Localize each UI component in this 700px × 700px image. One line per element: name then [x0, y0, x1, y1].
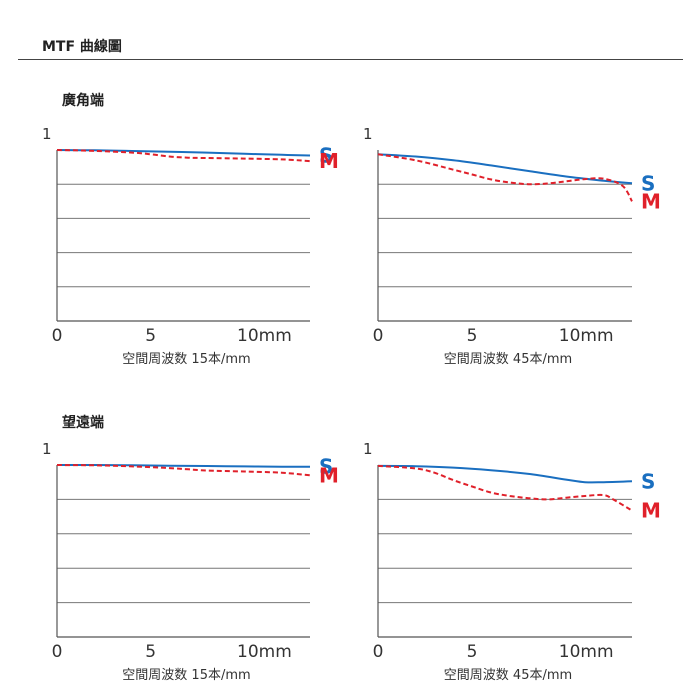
series-label-s: S — [319, 455, 333, 479]
series-line-m — [377, 464, 633, 512]
x-tick-label: 10mm — [559, 642, 614, 662]
x-tick-label: 0 — [373, 642, 384, 662]
series-label-m: M — [641, 189, 661, 213]
x-tick-label: 0 — [52, 326, 63, 346]
series-label-s: S — [641, 469, 655, 493]
x-axis-label: 空間周波数 15本/mm — [122, 352, 250, 367]
x-axis-label: 空間周波数 45本/mm — [444, 352, 572, 367]
series-line-m — [56, 464, 311, 477]
series-line-s — [56, 463, 311, 468]
series-line-s — [56, 149, 311, 157]
x-tick-label: 10mm — [237, 326, 292, 346]
x-tick-label: 10mm — [559, 326, 614, 346]
series-line-m — [56, 149, 311, 163]
x-axis-label: 空間周波数 45本/mm — [444, 668, 572, 683]
series-label-s: S — [641, 171, 655, 195]
x-tick-label: 5 — [145, 326, 156, 346]
y-tick-label: 1 — [42, 125, 52, 143]
series-label-m: M — [641, 499, 661, 523]
section-title-tele: 望遠端 — [62, 415, 104, 431]
section-title-wide: 廣角端 — [62, 93, 104, 109]
x-tick-label: 10mm — [237, 642, 292, 662]
series-line-s — [377, 464, 633, 484]
x-axis-label: 空間周波数 15本/mm — [122, 668, 250, 683]
series-label-s: S — [319, 143, 333, 167]
x-tick-label: 0 — [373, 326, 384, 346]
y-tick-label: 1 — [363, 440, 373, 458]
series-label-m: M — [319, 149, 339, 173]
x-tick-label: 5 — [145, 642, 156, 662]
page-title: MTF 曲線圖 — [42, 39, 122, 55]
y-tick-label: 1 — [363, 125, 373, 143]
series-line-s — [377, 153, 633, 185]
series-line-m — [377, 153, 633, 202]
x-tick-label: 5 — [467, 326, 478, 346]
series-label-m: M — [319, 463, 339, 487]
x-tick-label: 0 — [52, 642, 63, 662]
x-tick-label: 5 — [467, 642, 478, 662]
y-tick-label: 1 — [42, 440, 52, 458]
title-divider — [18, 59, 683, 60]
